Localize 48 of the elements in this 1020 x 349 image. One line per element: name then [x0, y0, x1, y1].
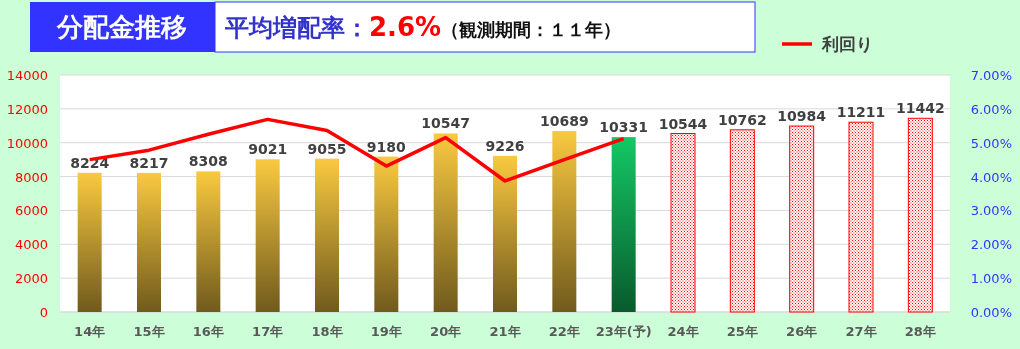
x-tick-label: 18年 — [311, 324, 343, 339]
data-label: 10762 — [717, 111, 767, 128]
data-label: 10547 — [421, 115, 471, 132]
y2-tick-label: 5.00% — [970, 135, 1012, 151]
x-tick-label: 19年 — [370, 324, 402, 339]
data-label: 10331 — [599, 119, 649, 136]
x-tick-label: 27年 — [845, 324, 877, 339]
y2-tick-label: 1.00% — [970, 271, 1012, 287]
y-tick-label: 6000 — [14, 203, 48, 219]
data-label: 10984 — [777, 108, 827, 125]
y2-tick-label: 3.00% — [970, 203, 1012, 219]
y-tick-label: 8000 — [14, 169, 48, 185]
data-label: 9021 — [248, 141, 288, 158]
y-tick-label: 4000 — [14, 237, 48, 253]
y2-tick-label: 7.00% — [970, 68, 1012, 83]
data-label: 9055 — [307, 140, 347, 157]
y-tick-label: 12000 — [6, 101, 48, 117]
y2-tick-label: 0.00% — [970, 305, 1012, 320]
data-label: 10689 — [539, 113, 589, 130]
x-tick-label: 26年 — [786, 324, 818, 339]
y2-tick-label: 6.00% — [970, 101, 1012, 117]
x-tick-label: 14年 — [74, 324, 106, 339]
y-tick-label: 2000 — [14, 271, 48, 287]
data-label: 11442 — [895, 100, 945, 117]
data-label: 9226 — [485, 137, 525, 154]
legend-label: 利回り — [821, 34, 873, 54]
x-tick-label: 20年 — [430, 324, 462, 339]
data-label: 8217 — [129, 154, 169, 171]
x-tick-label: 15年 — [133, 324, 165, 339]
data-label: 11211 — [836, 104, 886, 121]
x-tick-label: 16年 — [192, 324, 224, 339]
x-tick-label: 28年 — [904, 324, 936, 339]
chart-title: 分配金推移 — [56, 12, 187, 42]
x-tick-label: 21年 — [489, 324, 521, 339]
x-tick-label: 25年 — [726, 324, 758, 339]
data-label: 8308 — [188, 153, 228, 170]
x-tick-label: 22年 — [548, 324, 580, 339]
y-tick-label: 0 — [39, 305, 48, 320]
y2-tick-label: 4.00% — [970, 169, 1012, 185]
data-label: 9180 — [366, 138, 407, 155]
data-label: 10544 — [658, 115, 708, 132]
x-tick-label: 24年 — [667, 324, 699, 339]
x-tick-label: 23年(予) — [595, 324, 652, 339]
y-tick-label: 10000 — [6, 135, 48, 151]
y2-tick-label: 2.00% — [970, 237, 1012, 253]
y-tick-label: 14000 — [6, 68, 48, 83]
chart-subtitle: 平均増配率：2.6%（観測期間：１１年） — [224, 12, 622, 42]
x-tick-label: 17年 — [252, 324, 284, 339]
